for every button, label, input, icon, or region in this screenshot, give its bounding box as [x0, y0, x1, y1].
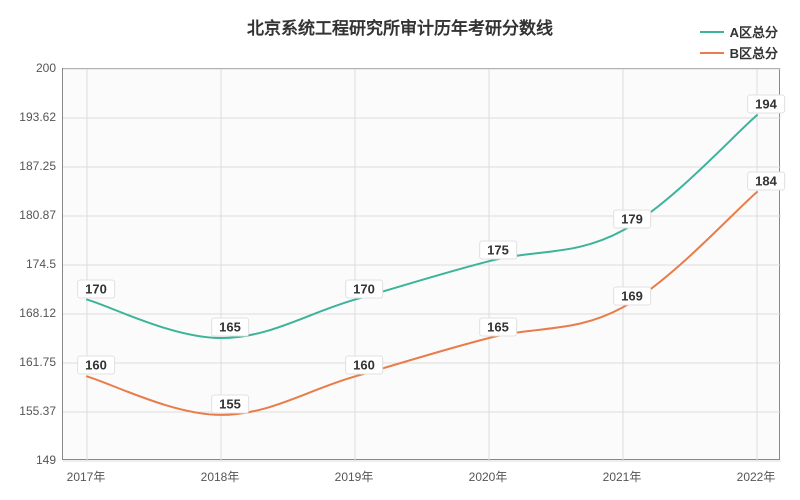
- chart-title: 北京系统工程研究所审计历年考研分数线: [0, 14, 800, 39]
- x-tick-label: 2020年: [469, 468, 508, 485]
- data-label: 170: [77, 279, 115, 298]
- legend-label: A区总分: [730, 22, 778, 41]
- data-label: 160: [77, 356, 115, 375]
- legend-swatch: [700, 31, 724, 33]
- x-tick-label: 2019年: [335, 468, 374, 485]
- x-tick-label: 2022年: [737, 468, 776, 485]
- y-tick-label: 193.62: [19, 110, 56, 124]
- data-label: 155: [211, 394, 249, 413]
- y-tick-label: 155.37: [19, 404, 56, 418]
- y-tick-label: 187.25: [19, 159, 56, 173]
- y-tick-label: 168.12: [19, 306, 56, 320]
- x-tick-label: 2021年: [603, 468, 642, 485]
- data-label: 175: [479, 241, 517, 260]
- legend-item: B区总分: [700, 43, 778, 62]
- y-tick-label: 180.87: [19, 208, 56, 222]
- line-chart: 北京系统工程研究所审计历年考研分数线 A区总分 B区总分 149 155.37 161…: [0, 0, 800, 500]
- x-tick-label: 2017年: [67, 468, 106, 485]
- plot-area: [62, 68, 780, 460]
- data-label: 160: [345, 356, 383, 375]
- legend: A区总分 B区总分: [700, 22, 778, 64]
- data-label: 194: [747, 95, 785, 114]
- y-tick-label: 149: [36, 453, 56, 467]
- data-label: 169: [613, 287, 651, 306]
- data-label: 179: [613, 210, 651, 229]
- plot-svg: [63, 69, 781, 461]
- data-label: 170: [345, 279, 383, 298]
- y-tick-label: 174.5: [26, 257, 56, 271]
- data-label: 184: [747, 171, 785, 190]
- data-label: 165: [211, 318, 249, 337]
- data-label: 165: [479, 318, 517, 337]
- y-tick-label: 161.75: [19, 355, 56, 369]
- y-tick-label: 200: [36, 61, 56, 75]
- legend-swatch: [700, 52, 724, 54]
- legend-label: B区总分: [730, 43, 778, 62]
- x-tick-label: 2018年: [201, 468, 240, 485]
- legend-item: A区总分: [700, 22, 778, 41]
